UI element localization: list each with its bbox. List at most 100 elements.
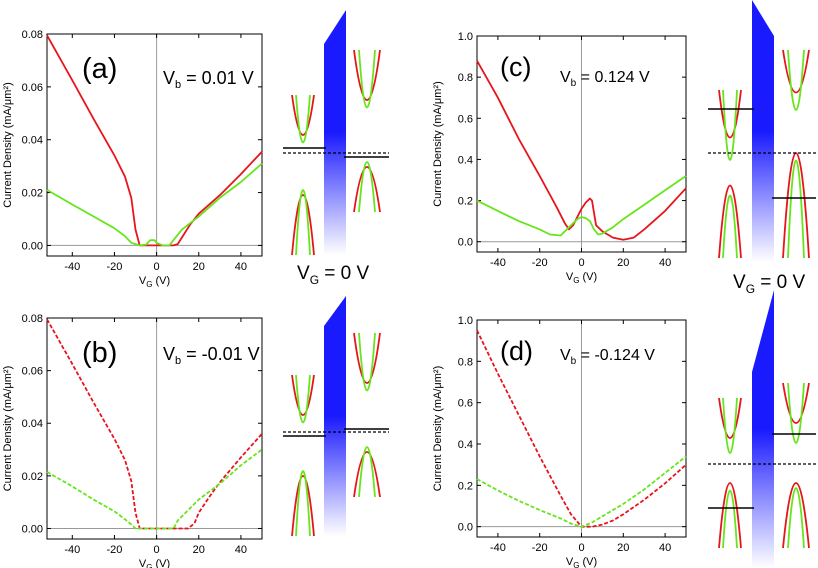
valence-cone-red-d1 (718, 482, 742, 549)
plot-frame-b (46, 317, 263, 540)
vg-zero-label-left: VG = 0 V (297, 263, 370, 287)
conduction-cone-green-d1 (722, 397, 738, 454)
valence-cone-green-b2 (358, 446, 376, 498)
y-tick-label-d: 1.0 (458, 315, 473, 327)
valence-cone-red-a2 (353, 166, 381, 213)
panel-b-label: (b) (82, 337, 117, 369)
y-tick-label-d: 0.8 (458, 356, 473, 368)
valence-cone-red-a1 (291, 194, 315, 256)
conduction-cone-green-d2 (787, 382, 805, 444)
x-tick-label-c: -20 (532, 257, 548, 269)
conduction-cone-green-b2 (358, 332, 376, 392)
valence-cone-red-b2 (353, 451, 381, 498)
series-green-b (46, 448, 263, 530)
barrier-wedge-c (752, 0, 774, 262)
y-tick-label-d: 0.0 (458, 522, 473, 534)
vg-left-sub: G (310, 273, 319, 287)
conduction-cone-red-d1 (718, 397, 742, 439)
panel-d-label: (d) (500, 336, 533, 366)
panel-b-bias-sub: b (175, 355, 181, 367)
vg-right-rest: = 0 V (755, 272, 805, 293)
x-tick-label-a: 0 (154, 261, 160, 273)
panel-a-bias-prefix: V (163, 68, 175, 88)
conduction-cone-red-d2 (782, 382, 810, 424)
conduction-cone-green-b1 (295, 374, 311, 424)
conduction-cone-red-c1 (718, 89, 742, 139)
conduction-cone-green-a1 (295, 94, 311, 144)
y-tick-label-b: 0.06 (22, 366, 43, 378)
y-axis-label-b: Current Density (mA/μm²) (2, 366, 14, 492)
conduction-cone-red-c2 (782, 49, 810, 94)
valence-cone-red-c2 (782, 152, 810, 259)
conduction-cone-green-a2 (358, 49, 376, 109)
y-tick-label-d: 0.6 (458, 398, 473, 410)
y-axis-label-d: Current Density (mA/μm²) (432, 366, 444, 492)
series-red-a (46, 34, 263, 247)
band-diagram-c (708, 0, 816, 262)
panel-a-bias: Vb = 0.01 V (163, 68, 254, 91)
barrier-wedge-a (324, 10, 346, 255)
panel-b-bias: Vb = -0.01 V (163, 344, 260, 367)
band-diagram-a (283, 10, 389, 256)
panel-c-bias-prefix: V (560, 69, 571, 86)
y-tick-label-a: 0.08 (22, 29, 43, 41)
band-left-a (291, 94, 315, 144)
series-green-a (46, 162, 263, 247)
y-tick-label-c: 0.6 (458, 113, 473, 125)
panel-b-plot: -40 -20 0 20 40 0.00 0.02 0.04 0.06 0.08 VG (V) Cur… (2, 313, 263, 568)
panel-a-plot: -40 -20 0 20 40 0.00 0.02 0.04 0.06 0.08 VG (V) Cur… (2, 29, 263, 289)
valence-left-a (291, 189, 315, 256)
y-tick-label-b: 0.02 (22, 471, 43, 483)
panel-c-bias-sub: b (571, 78, 577, 89)
series-green-c (476, 175, 687, 237)
x-tick-label-b: -20 (106, 544, 122, 556)
y-axis-label-c: Current Density (mA/μm²) (432, 81, 444, 207)
conduction-cone-green-c2 (787, 49, 805, 111)
panel-a-bias-sub: b (175, 79, 181, 91)
band-diagram-d (708, 290, 816, 568)
y-tick-label-d: 0.2 (458, 480, 473, 492)
x-tick-label-a: 40 (235, 261, 247, 273)
y-tick-label-c: 0.2 (458, 196, 473, 208)
panel-c-label: (c) (500, 52, 531, 82)
valence-right-a (353, 161, 381, 213)
valence-cone-red-d2 (782, 482, 810, 549)
x-tick-label-d: -20 (532, 542, 548, 554)
x-axis-label-c: VG (V) (566, 271, 597, 285)
plot-frame-a (46, 33, 263, 257)
x-tick-label-d: 0 (578, 542, 584, 554)
valence-cone-green-d1 (722, 489, 738, 549)
vg-zero-label-right: VG = 0 V (733, 272, 806, 296)
x-axis-label-a: VG (V) (139, 275, 170, 289)
panel-b-bias-prefix: V (163, 344, 175, 364)
valence-cone-red-b1 (291, 475, 315, 537)
y-tick-label-c: 0.4 (458, 154, 473, 166)
conduction-cone-red-b1 (291, 374, 315, 416)
series-red-b (46, 318, 263, 530)
x-tick-label-a: 20 (193, 261, 205, 273)
y-tick-label-b: 0.04 (22, 418, 43, 430)
conduction-cone-red-b2 (353, 332, 381, 384)
panel-c-plot: -40 -20 0 20 40 0.0 0.2 0.4 0.6 0.8 1.0 VG (V) Curre… (432, 31, 687, 285)
band-diagram-b (283, 296, 389, 537)
x-tick-label-c: 0 (578, 257, 584, 269)
y-axis-label-a: Current Density (mA/μm²) (2, 82, 14, 208)
x-tick-label-d: -40 (490, 542, 506, 554)
y-tick-label-c: 1.0 (458, 31, 473, 43)
series-red-d (476, 329, 687, 528)
x-tick-label-b: 40 (235, 544, 247, 556)
y-tick-label-b: 0.00 (22, 523, 43, 535)
panel-d-bias-value: = -0.124 V (576, 347, 655, 364)
vg-right-v: V (733, 272, 746, 293)
x-axis-label-b: VG (V) (139, 558, 170, 568)
vg-right-sub: G (746, 282, 755, 296)
valence-cone-green-a2 (358, 161, 376, 213)
barrier-wedge-d (752, 290, 774, 568)
panel-c-bias-value: = 0.124 V (576, 69, 650, 86)
vg-left-rest: = 0 V (319, 263, 369, 284)
panel-d-bias: Vb = -0.124 V (560, 347, 655, 367)
series-red-c (476, 60, 687, 241)
y-tick-label-a: 0.02 (22, 188, 43, 200)
y-tick-label-d: 0.4 (458, 439, 473, 451)
